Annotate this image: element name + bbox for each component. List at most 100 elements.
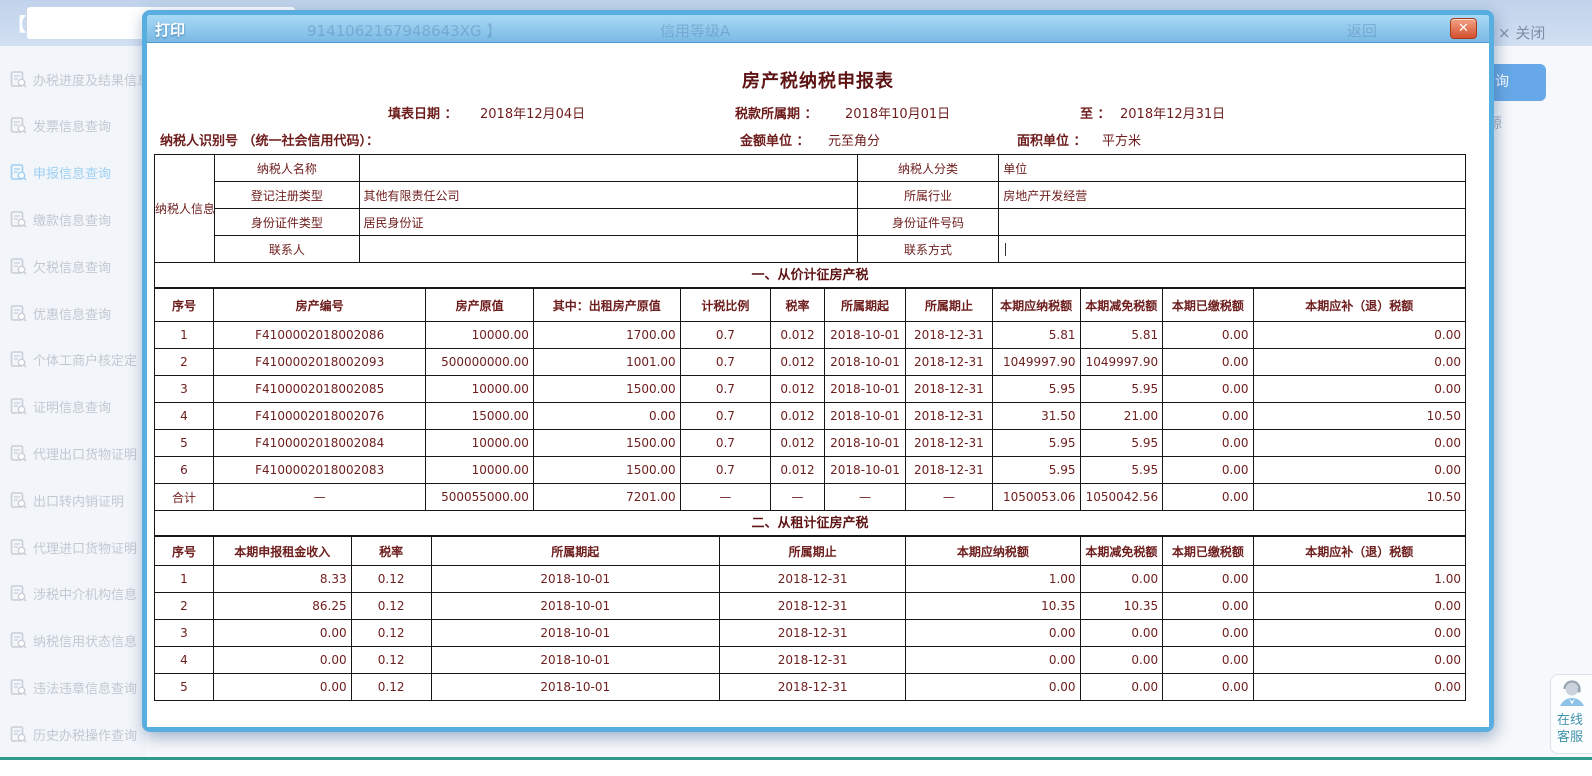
sidebar-item[interactable]: 出口转内销证明 (10, 489, 170, 511)
table-cell: F4100002018002086 (212, 321, 427, 349)
table-cell: 10.50 (1252, 402, 1467, 430)
column-header: 本期已缴税额 (1162, 288, 1254, 322)
table-cell: 0.012 (770, 321, 825, 349)
sidebar-item[interactable]: 办税进度及结果信息 (10, 68, 170, 90)
column-header: 所属期起 (430, 536, 721, 566)
support-agent-icon (1560, 680, 1584, 706)
column-header: 税率 (350, 536, 432, 566)
group-label-cell: 纳税人信息 (153, 154, 216, 263)
amount-unit-value: 元至角分 (828, 134, 881, 149)
table-row: 1 8.33 0.12 2018-10-01 2018-12-31 1.00 0.00 0.0… (154, 565, 1467, 593)
table-cell: 0.00 (1252, 456, 1467, 484)
column-header: 计税比例 (679, 288, 772, 322)
table-cell: F4100002018002083 (212, 456, 427, 484)
column-header: 本期减免税额 (1079, 536, 1164, 566)
field-value-cell: 房地产开发经营 (998, 181, 1466, 209)
document-search-icon (10, 398, 27, 415)
sidebar-item[interactable]: 纳税信用状态信息 (10, 630, 170, 652)
sidebar-item-label: 个体工商户核定定 (33, 354, 138, 370)
table-cell: 5.95 (991, 429, 1081, 457)
text-cursor (1005, 243, 1007, 256)
column-header: 本期应补（退）税额 (1252, 288, 1467, 322)
sidebar-item-label: 违法违章信息查询 (33, 681, 138, 697)
table-cell: 1.00 (1252, 565, 1467, 593)
table-row: 6 F4100002018002083 10000.00 1500.00 0.7 0.01… (154, 456, 1467, 484)
table-cell: 2018-10-01 (823, 375, 907, 403)
sidebar-item[interactable]: 代理出口货物证明 (10, 442, 170, 464)
tax-period-end-value: 2018年12月31日 (1120, 107, 1226, 122)
column-header: 序号 (154, 288, 214, 322)
total-cell: — (212, 483, 427, 511)
dialog-close-button[interactable]: ✕ (1450, 18, 1477, 39)
sidebar-item[interactable]: 优惠信息查询 (10, 302, 170, 324)
table-cell: 0.012 (770, 456, 825, 484)
table-cell: 1500.00 (532, 375, 681, 403)
table-row: 1 F4100002018002086 10000.00 1700.00 0.7 0.01… (154, 321, 1467, 349)
field-label-cell: 登记注册类型 (214, 181, 360, 209)
table-cell: 5 (154, 429, 214, 457)
table-cell: 0.00 (532, 402, 681, 430)
total-cell: 500055000.00 (425, 483, 534, 511)
sidebar-item[interactable]: 历史办税操作查询 (10, 723, 170, 745)
table-row: 5 0.00 0.12 2018-10-01 2018-12-31 0.00 0.00 0.0… (154, 673, 1467, 701)
page-close-link[interactable]: × 关闭 (1498, 24, 1546, 42)
table-cell: 2018-12-31 (905, 429, 993, 457)
sidebar-item-label: 办税进度及结果信息 (33, 73, 151, 89)
sidebar-item[interactable]: 发票信息查询 (10, 115, 170, 137)
sidebar-item[interactable]: 违法违章信息查询 (10, 676, 170, 698)
sidebar-item[interactable]: 申报信息查询 (10, 162, 170, 184)
table-cell: 3 (154, 375, 214, 403)
table-cell: 5.81 (1079, 321, 1164, 349)
table-cell: 0.00 (1162, 429, 1254, 457)
document-search-icon (10, 304, 27, 322)
sidebar-item[interactable]: 个体工商户核定定 (10, 349, 170, 371)
sidebar-item[interactable]: 涉税中介机构信息 (10, 583, 170, 605)
dialog-title: 打印 (155, 21, 186, 39)
sidebar-item[interactable]: 证明信息查询 (10, 396, 170, 418)
table-cell: F4100002018002084 (212, 429, 427, 457)
sidebar-item-label: 涉税中介机构信息 (33, 588, 138, 604)
table-cell: 3 (154, 619, 214, 647)
field-label-cell: 身份证件号码 (856, 208, 1000, 236)
ghost-credit-rating: 信用等级A (660, 22, 731, 40)
sidebar-item-label: 代理出口货物证明 (33, 447, 138, 463)
ghost-back-label: 返回 (1347, 22, 1378, 40)
document-search-icon (10, 491, 27, 509)
table-cell: 1700.00 (532, 321, 681, 349)
field-label-cell: 所属行业 (856, 181, 1000, 209)
table-cell: 2018-10-01 (430, 565, 721, 593)
table-cell: 5.95 (991, 456, 1081, 484)
taxpayer-info-table: 纳税人信息 纳税人名称 纳税人分类 单位 登记注册类型 其他有限责任公司 所属行业 房地产开发… (153, 154, 1466, 263)
total-cell: — (823, 483, 907, 511)
sidebar-item[interactable]: 缴款信息查询 (10, 208, 170, 230)
table-cell: 2 (154, 592, 214, 620)
table-cell: 0.00 (1079, 619, 1164, 647)
table-cell: 0.00 (1162, 646, 1254, 674)
sidebar-item-label: 发票信息查询 (33, 120, 112, 136)
field-value-cell: 其他有限责任公司 (358, 181, 858, 209)
table-cell: 10000.00 (425, 375, 534, 403)
table-cell: 1 (154, 565, 214, 593)
table-cell: 0.00 (1162, 348, 1254, 376)
query-button-partial[interactable]: 询 (1486, 64, 1546, 101)
form-title: 房产税纳税申报表 (742, 71, 894, 92)
table-cell: F4100002018002076 (212, 402, 427, 430)
dialog-titlebar[interactable]: 打印 9141062167948643XG 】 信用等级A 返回 ✕ (147, 15, 1489, 43)
table-cell: 4 (154, 646, 214, 674)
table-cell: 5 (154, 673, 214, 701)
taxpayer-id-label: 纳税人识别号 （统一社会信用代码）： (160, 134, 380, 149)
sidebar-item[interactable]: 代理进口货物证明 (10, 536, 170, 558)
amount-unit-label: 金额单位 ： (740, 134, 810, 149)
sidebar-item-label: 优惠信息查询 (33, 307, 112, 323)
bracket-text: 【 (8, 15, 26, 36)
sidebar-item[interactable]: 欠税信息查询 (10, 255, 170, 277)
declaration-form: 纳税人信息 纳税人名称 纳税人分类 单位 登记注册类型 其他有限责任公司 所属行业 房地产开发… (153, 154, 1467, 701)
table-cell: 2018-10-01 (430, 619, 721, 647)
total-cell: 合计 (154, 483, 214, 511)
table-cell: 0.12 (350, 619, 432, 647)
sidebar-item-label: 缴款信息查询 (33, 213, 112, 229)
table-cell: 1500.00 (532, 429, 681, 457)
online-service-widget[interactable]: 在线 客服 (1550, 674, 1592, 754)
field-value-cell (998, 208, 1466, 236)
table-cell: 10000.00 (425, 321, 534, 349)
